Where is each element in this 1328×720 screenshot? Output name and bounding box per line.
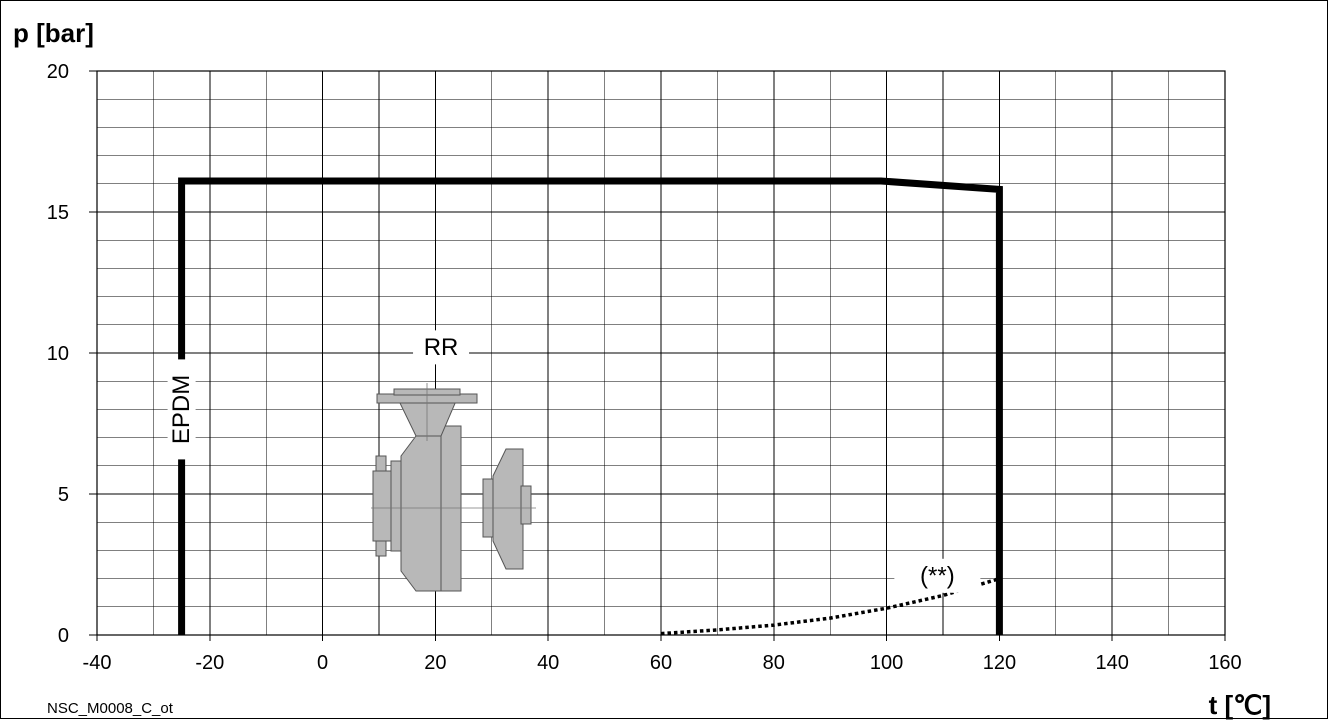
annotation-text: (**) [920,562,955,589]
x-axis-label: t [℃] [1209,690,1271,720]
figure-code-label: NSC_M0008_C_ot [47,700,174,717]
x-tick-label: 60 [650,652,672,674]
pressure-temperature-limit-line [178,177,1003,635]
x-tick-label: -20 [195,652,224,674]
chart-annotations: EPDM RR (**) [167,330,981,593]
plot-area-border [96,70,1226,636]
y-tick-label: 20 [47,61,69,83]
x-tick-label: 100 [870,652,903,674]
y-axis-label: p [bar] [13,18,94,48]
y-tick-label: 5 [58,484,69,506]
annotation-text: RR [424,334,459,361]
x-tick-label: 0 [317,652,328,674]
x-tick-label: 20 [424,652,446,674]
x-tick-label: 40 [537,652,559,674]
annotation-: (**) [894,558,981,593]
y-tick-label: 10 [47,343,69,365]
annotation-background [413,330,470,365]
annotation-background [894,558,981,593]
chart-series [178,177,1003,636]
annotation-rr: RR [413,330,470,365]
x-tick-label: 160 [1208,652,1241,674]
x-tick-label: 140 [1096,652,1129,674]
annotation-background [167,359,196,460]
annotation-text: EPDM [168,375,195,444]
x-tick-label: 120 [983,652,1016,674]
x-tick-label: -40 [83,652,112,674]
centrifugal-pump-icon [371,383,536,592]
y-tick-label: 15 [47,202,69,224]
chart-grid [89,70,1226,641]
annotation-epdm: EPDM [167,359,196,460]
y-tick-label: 0 [58,625,69,647]
tick-labels: -40 -20 0 20 40 60 80 100 120 140 160 0 5 10 15 20 [47,61,1242,674]
x-tick-label: 80 [763,652,785,674]
dotted-limit-curve [660,576,1000,636]
